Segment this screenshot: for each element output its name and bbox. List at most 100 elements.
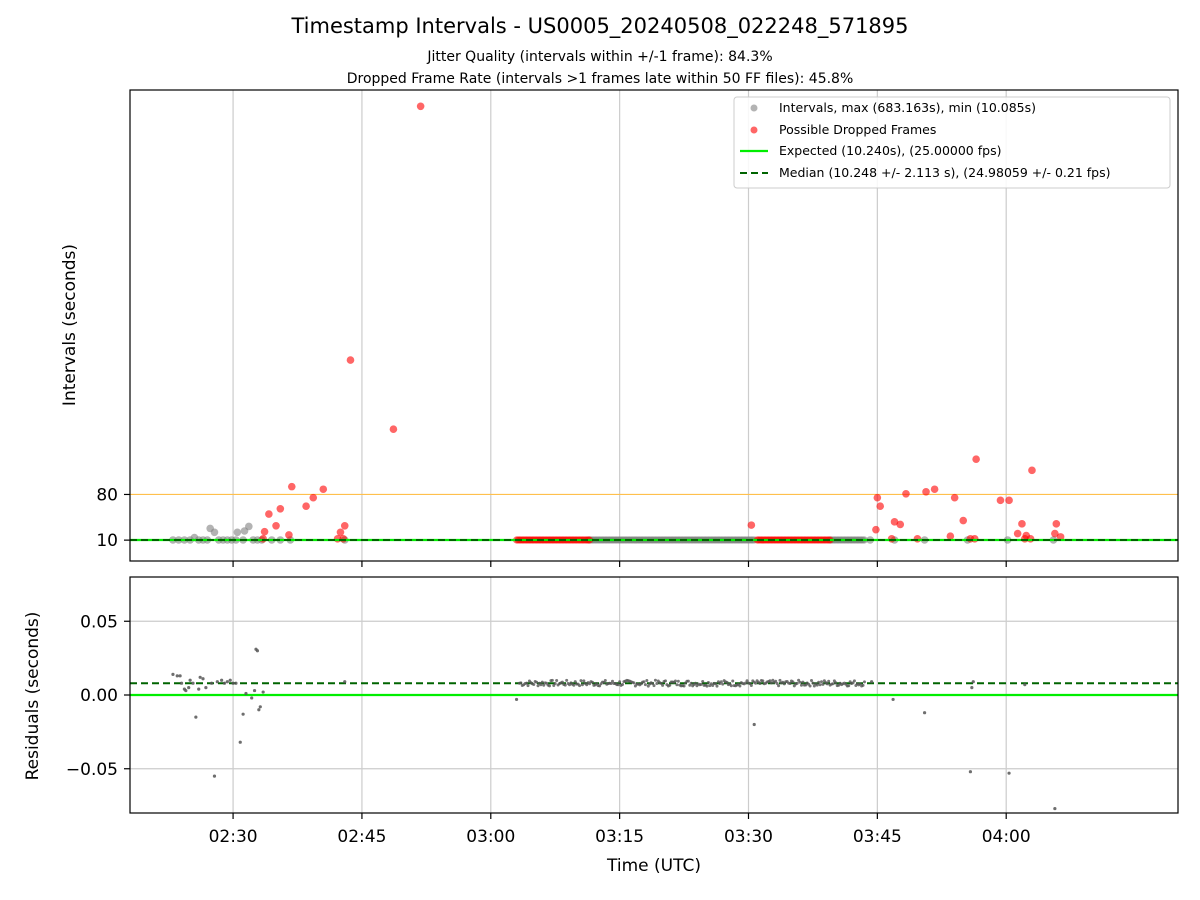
residual-point	[799, 683, 803, 687]
intervals-ticks: 10 80	[96, 485, 1007, 567]
residual-point	[811, 681, 815, 685]
residual-point	[970, 686, 974, 690]
residual-point	[738, 684, 742, 688]
residual-point	[171, 672, 175, 676]
dropped-frame-point	[972, 455, 980, 464]
residual-point	[758, 681, 762, 685]
interval-point	[210, 528, 219, 537]
x-tick-label: 02:45	[337, 827, 386, 847]
dropped-frame-point	[1051, 529, 1059, 538]
dropped-frame-point	[389, 425, 398, 434]
residual-point	[771, 678, 775, 682]
residual-point	[768, 679, 772, 683]
residual-point	[891, 697, 895, 702]
dropped-frame-point	[1056, 533, 1065, 541]
residual-point	[536, 684, 540, 688]
residual-point	[578, 684, 582, 688]
intervals-ytick-label: 80	[96, 485, 118, 505]
residual-point	[590, 680, 594, 684]
residual-point	[827, 679, 831, 683]
residual-point	[179, 681, 184, 685]
residual-point	[178, 674, 182, 678]
residuals-ylabel: Residuals (seconds)	[23, 612, 43, 781]
dropped-frame-point	[1026, 535, 1035, 543]
residual-point	[686, 679, 690, 683]
residual-point	[745, 679, 749, 683]
residual-point	[694, 681, 698, 685]
residual-point	[754, 681, 758, 685]
residual-point	[610, 679, 614, 683]
x-tick-label: 03:15	[595, 827, 644, 847]
residual-point	[343, 680, 347, 684]
residual-points	[171, 647, 1057, 811]
residual-point	[818, 683, 822, 687]
residual-point	[550, 678, 554, 682]
residual-point	[234, 681, 238, 685]
residual-point	[191, 681, 195, 685]
x-tick-label: 03:45	[853, 827, 902, 847]
dropped-frame-point	[346, 356, 355, 364]
intervals-panel: 10 80 Intervals (seconds) Intervals, max …	[60, 89, 1179, 567]
dropped-frame-point	[336, 528, 345, 537]
residual-point	[798, 680, 802, 684]
residual-point	[588, 682, 592, 686]
residual-point	[774, 679, 778, 683]
residual-point	[572, 683, 576, 687]
dropped-frame-point	[1028, 466, 1036, 475]
residual-point	[673, 679, 677, 683]
residual-point	[175, 674, 179, 678]
residual-point	[761, 679, 765, 683]
residual-point	[525, 681, 529, 685]
residual-point	[847, 684, 851, 688]
residual-point	[519, 681, 523, 685]
dropped-frame-point	[959, 516, 968, 525]
dropped-frame-point	[276, 505, 285, 513]
dropped-frame-point	[996, 496, 1005, 505]
residual-point	[791, 680, 795, 684]
dropped-frame-point	[340, 521, 349, 530]
residual-point	[788, 682, 792, 686]
residual-point	[535, 680, 539, 684]
residual-point	[526, 684, 530, 688]
legend-intervals-label: Intervals, max (683.163s), min (10.085s)	[779, 100, 1036, 115]
residual-point	[258, 705, 262, 709]
residual-point	[782, 682, 786, 686]
residual-point	[815, 683, 819, 687]
residual-point	[705, 684, 709, 688]
residual-point	[870, 680, 874, 684]
residual-point	[643, 683, 647, 687]
x-tick-label: 02:30	[209, 827, 258, 847]
residual-point	[244, 691, 248, 696]
residual-point	[661, 683, 665, 687]
dropped-frame-point	[272, 521, 280, 530]
dropped-frame-point	[896, 520, 905, 529]
residual-point	[858, 682, 862, 686]
dropped-frame-point	[747, 521, 756, 529]
residual-point	[831, 682, 835, 686]
residual-point	[187, 686, 191, 690]
residual-point	[231, 681, 235, 685]
residual-point	[795, 681, 799, 685]
residual-point	[1023, 683, 1027, 687]
dropped-frame-point	[302, 502, 310, 511]
dropped-frame-point	[285, 531, 293, 539]
residual-point	[825, 682, 829, 686]
dropped-frame-point	[309, 493, 318, 502]
residual-point	[197, 687, 201, 691]
residual-point	[212, 774, 217, 778]
residual-point	[261, 690, 265, 694]
residual-point	[542, 683, 546, 687]
residual-point	[255, 649, 260, 653]
residual-point	[563, 683, 567, 687]
residual-point	[220, 678, 224, 682]
residual-point	[188, 678, 192, 682]
x-tick-label: 03:30	[724, 827, 773, 847]
residual-point	[553, 682, 557, 686]
chart-title: Timestamp Intervals - US0005_20240508_02…	[291, 14, 909, 38]
residual-point	[1007, 771, 1011, 775]
residual-point	[778, 678, 782, 682]
residual-point	[861, 683, 865, 687]
residual-point	[675, 683, 679, 687]
residual-point	[555, 679, 559, 683]
residual-point	[1053, 806, 1057, 811]
